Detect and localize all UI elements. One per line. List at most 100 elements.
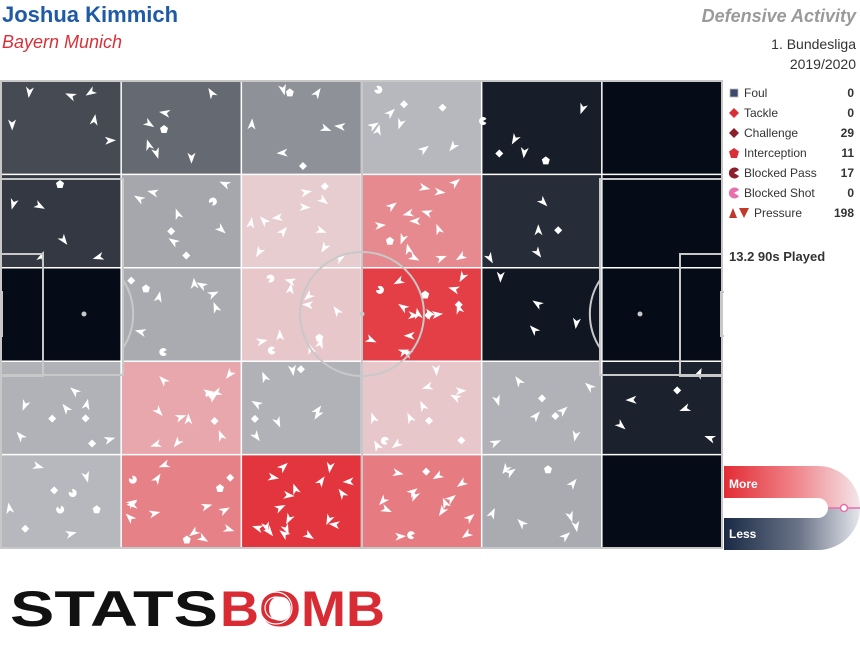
pressure-marker	[151, 473, 161, 486]
pressure-marker	[502, 462, 512, 475]
logo-target-icon	[259, 591, 293, 625]
pressure-marker	[104, 136, 117, 145]
pressure-marker	[572, 317, 581, 329]
pressure-marker	[391, 438, 404, 449]
pressure-marker	[252, 525, 264, 534]
pressure-marker	[173, 436, 184, 448]
legend-item: Pressure 198	[728, 204, 854, 224]
pressure-marker	[250, 429, 260, 442]
pressure-marker	[438, 504, 449, 517]
pressure-marker	[456, 477, 469, 487]
blocked-pass-marker	[128, 475, 137, 484]
pressure-marker	[134, 195, 146, 205]
challenge-marker	[210, 416, 219, 425]
pressure-marker	[434, 187, 446, 196]
pressure-marker	[152, 405, 163, 416]
challenge-marker	[495, 149, 504, 158]
pressure-marker	[283, 490, 295, 499]
pressure-marker	[374, 440, 383, 452]
pressure-marker	[208, 87, 218, 100]
pressure-marker	[272, 415, 281, 428]
legend-count: 198	[833, 206, 854, 220]
legend-count: 0	[847, 106, 854, 120]
challenge-marker	[457, 436, 466, 445]
pressure-marker	[364, 334, 377, 343]
pressure-marker	[326, 461, 335, 474]
challenge-marker	[538, 394, 547, 403]
heatmap-cell-r1-c3	[241, 81, 362, 175]
pressure-marker	[203, 389, 215, 399]
pressure-marker	[150, 439, 163, 447]
pressure-marker	[314, 225, 327, 233]
pressure-marker	[134, 329, 147, 337]
pressure-marker	[302, 529, 314, 540]
pressure-marker	[489, 440, 501, 449]
pressure-marker	[398, 303, 410, 314]
legend-count: 0	[847, 86, 854, 100]
blocked-pass-marker	[407, 531, 415, 540]
pressure-marker	[442, 497, 451, 510]
blocked-pass-marker	[159, 348, 167, 357]
color-scale: More Less	[724, 466, 860, 550]
pressure-marker	[459, 270, 469, 283]
pressure-marker	[406, 488, 418, 499]
legend-label: Pressure	[754, 206, 803, 220]
pressure-marker	[314, 476, 325, 488]
left-penalty-arc	[122, 279, 135, 349]
pressure-marker	[326, 513, 335, 526]
pressure-marker	[385, 202, 397, 213]
pressure-marker	[278, 83, 286, 96]
pressure-marker	[405, 243, 414, 256]
pressure-marker	[308, 343, 317, 355]
pressure-marker	[504, 468, 516, 479]
challenge-marker	[21, 524, 30, 533]
pressure-marker	[286, 512, 295, 525]
pressure-marker	[251, 400, 264, 410]
heatmap-cell-r5-c2	[121, 454, 242, 549]
legend-label: Blocked Pass	[744, 166, 817, 180]
pressure-marker	[32, 461, 44, 469]
pressure-marker	[153, 291, 162, 303]
pressure-marker	[219, 181, 232, 190]
pressure-marker	[515, 376, 525, 388]
pressure-marker	[142, 117, 155, 128]
pressure-marker	[200, 503, 213, 512]
pacman-icon	[728, 187, 739, 199]
pressure-marker	[33, 200, 45, 209]
pressure-marker	[520, 146, 529, 159]
pressure-marker	[293, 483, 301, 496]
heatmap-cell-r1-c4	[361, 81, 483, 175]
pressure-marker	[421, 381, 434, 390]
pressure-marker	[371, 412, 379, 425]
diamond-icon	[729, 128, 739, 138]
pressure-marker	[334, 123, 346, 131]
pressure-marker	[189, 526, 201, 537]
pressure-marker	[455, 250, 468, 261]
pressure-marker	[679, 403, 692, 412]
chart-title: Defensive Activity	[701, 6, 856, 26]
pressure-marker	[403, 331, 415, 340]
logo-text-bomb: BOMB	[220, 584, 385, 634]
pressure-marker	[246, 217, 255, 229]
challenge-marker	[551, 412, 560, 421]
heatmap-cell-r3-c3	[241, 267, 362, 362]
blocked-pass-marker	[374, 85, 383, 94]
diamond-icon	[729, 108, 739, 118]
pressure-marker	[276, 148, 288, 157]
pressure-marker	[529, 325, 541, 337]
legend-count: 11	[841, 146, 854, 160]
interception-marker	[543, 465, 552, 474]
interception-marker	[56, 180, 64, 188]
pressure-marker	[85, 86, 98, 96]
heatmap-cell-r5-c5	[481, 454, 603, 549]
interception-marker	[385, 236, 394, 245]
pressure-marker	[342, 477, 354, 486]
pressure-marker	[276, 226, 288, 238]
blocked-pass-marker	[56, 505, 65, 514]
pressure-marker	[207, 291, 219, 300]
pressure-marker	[57, 233, 68, 245]
pressure-marker	[259, 216, 271, 228]
pressure-marker	[372, 124, 381, 136]
pressure-marker	[16, 431, 27, 443]
pressure-marker	[218, 430, 227, 442]
